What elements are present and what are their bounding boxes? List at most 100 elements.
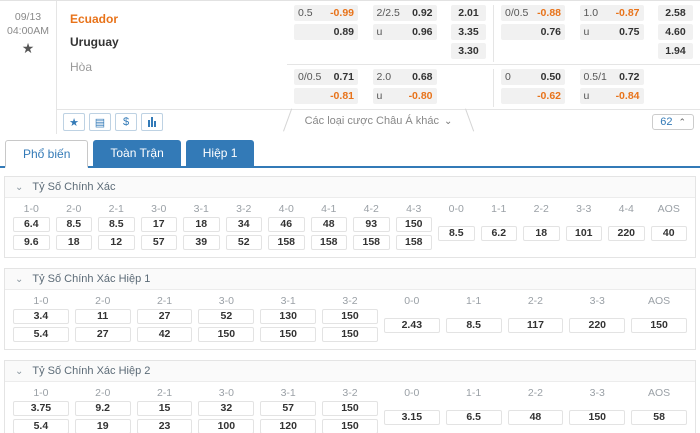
section-header[interactable]: ⌄ Tỷ Số Chính Xác: [5, 177, 695, 198]
score-column: 3-3 150: [569, 385, 626, 433]
score-odds-cell[interactable]: 101: [565, 226, 602, 241]
score-odds-cell[interactable]: 8.5: [55, 217, 92, 232]
score-odds-cell[interactable]: 11: [74, 309, 131, 324]
score-odds-cell[interactable]: 5.4: [13, 327, 69, 342]
favorite-star-icon[interactable]: ★: [21, 40, 35, 56]
score-odds-cell[interactable]: 150: [322, 419, 378, 433]
score-odds-cell[interactable]: 158: [353, 235, 390, 250]
score-odds-cell[interactable]: 19: [74, 419, 131, 433]
under-odds[interactable]: u 0.75: [579, 24, 644, 40]
score-odds-cell[interactable]: 150: [631, 318, 687, 333]
score-odds-cell[interactable]: 158: [310, 235, 347, 250]
score-odds-cell[interactable]: 9.2: [74, 401, 131, 416]
tab-first-half[interactable]: Hiệp 1: [185, 140, 255, 166]
over-odds[interactable]: 1.0 -0.87: [579, 5, 644, 21]
score-odds-cell[interactable]: 3.4: [13, 309, 69, 324]
under-odds[interactable]: u 0.96: [372, 24, 437, 40]
hdp-home-odds[interactable]: 0.5 -0.99: [294, 5, 358, 21]
ou-line: 2.0: [376, 71, 392, 83]
score-odds-cell[interactable]: 57: [140, 235, 177, 250]
hdp-away-odds[interactable]: -0.81: [294, 88, 358, 104]
markets-count-button[interactable]: 62 ⌃: [652, 114, 694, 130]
score-odds-cell[interactable]: 34: [225, 217, 262, 232]
score-odds-cell[interactable]: 3.75: [13, 401, 69, 416]
tab-popular[interactable]: Phổ biến: [5, 140, 89, 168]
score-odds-cell[interactable]: 48: [310, 217, 347, 232]
score-odds-cell[interactable]: 46: [268, 217, 305, 232]
score-odds-cell[interactable]: 32: [198, 401, 255, 416]
score-odds-cell[interactable]: 120: [260, 419, 317, 433]
stats-button[interactable]: [141, 113, 163, 131]
score-odds-cell[interactable]: 52: [198, 309, 255, 324]
x12-draw-odds[interactable]: 4.60: [658, 24, 693, 40]
score-odds-cell[interactable]: 42: [136, 327, 193, 342]
score-odds-cell[interactable]: 150: [569, 410, 626, 425]
score-odds-cell[interactable]: 48: [507, 410, 564, 425]
hdp-home-odds[interactable]: 0/0.5 -0.88: [501, 5, 565, 21]
score-odds-cell[interactable]: 15: [136, 401, 193, 416]
hdp-away-odds[interactable]: 0.89: [294, 24, 358, 40]
score-odds-cell[interactable]: 8.5: [445, 318, 502, 333]
score-odds-cell[interactable]: 52: [225, 235, 262, 250]
score-odds-cell[interactable]: 93: [353, 217, 390, 232]
score-odds-cell[interactable]: 150: [395, 217, 432, 232]
asian-markets-dropdown[interactable]: Các loại cược Châu Á khác ⌄: [279, 110, 479, 132]
hdp-away-odds[interactable]: 0.76: [501, 24, 565, 40]
section-header[interactable]: ⌄ Tỷ Số Chính Xác Hiệp 2: [5, 361, 695, 382]
money-button[interactable]: $: [115, 113, 137, 131]
favorite-button[interactable]: ★: [63, 113, 85, 131]
score-odds-cell[interactable]: 8.5: [98, 217, 135, 232]
score-odds-cell[interactable]: 150: [322, 401, 378, 416]
score-odds-cell[interactable]: 150: [260, 327, 317, 342]
score-odds-cell[interactable]: 130: [260, 309, 317, 324]
under-odds[interactable]: u -0.80: [372, 88, 437, 104]
x12-draw-odds[interactable]: 3.35: [451, 24, 486, 40]
section-header[interactable]: ⌄ Tỷ Số Chính Xác Hiệp 1: [5, 269, 695, 290]
score-odds-cell[interactable]: 18: [183, 217, 220, 232]
bet-slip-button[interactable]: ▤: [89, 113, 111, 131]
score-odds-cell[interactable]: 158: [268, 235, 305, 250]
score-odds-cell[interactable]: 5.4: [13, 419, 69, 433]
score-odds-cell[interactable]: 3.15: [383, 410, 440, 425]
score-odds-cell[interactable]: 117: [507, 318, 564, 333]
score-odds-cell[interactable]: 6.2: [480, 226, 517, 241]
under-odds[interactable]: u -0.84: [579, 88, 644, 104]
score-odds-cell[interactable]: 220: [608, 226, 645, 241]
over-odds[interactable]: 2/2.5 0.92: [372, 5, 437, 21]
x12-home-odds[interactable]: 2.58: [658, 5, 693, 21]
score-odds-cell[interactable]: 57: [260, 401, 317, 416]
score-odds-cell[interactable]: 40: [650, 226, 687, 241]
x12-away-odds[interactable]: 3.30: [451, 43, 486, 59]
over-odds[interactable]: 2.0 0.68: [372, 69, 437, 85]
score-odds-cell[interactable]: 23: [136, 419, 193, 433]
hdp-home-odds[interactable]: 0/0.5 0.71: [294, 69, 358, 85]
score-odds-cell[interactable]: 100: [198, 419, 255, 433]
score-label: 3-0: [151, 203, 167, 215]
score-odds-cell[interactable]: 6.5: [445, 410, 502, 425]
score-odds-cell[interactable]: 6.4: [13, 217, 50, 232]
hdp-home-odds[interactable]: 0 0.50: [501, 69, 565, 85]
score-odds-cell[interactable]: 18: [55, 235, 92, 250]
score-odds-cell[interactable]: 150: [322, 327, 378, 342]
score-odds-cell[interactable]: 17: [140, 217, 177, 232]
score-odds-cell[interactable]: 18: [523, 226, 560, 241]
score-odds-cell[interactable]: 2.43: [383, 318, 440, 333]
score-odds-cell[interactable]: 58: [631, 410, 687, 425]
tab-full-match[interactable]: Toàn Trận: [93, 140, 181, 166]
score-odds-cell[interactable]: 150: [198, 327, 255, 342]
x12-home-odds[interactable]: 2.01: [451, 5, 486, 21]
score-odds-cell[interactable]: 8.5: [438, 226, 475, 241]
score-odds-cell[interactable]: 150: [322, 309, 378, 324]
score-odds-cell[interactable]: 27: [136, 309, 193, 324]
score-odds-cell[interactable]: 27: [74, 327, 131, 342]
score-odds-cell[interactable]: 220: [569, 318, 626, 333]
section-title: Tỷ Số Chính Xác Hiệp 2: [32, 365, 151, 377]
score-odds-cell[interactable]: 9.6: [13, 235, 50, 250]
score-odds-cell[interactable]: 39: [183, 235, 220, 250]
score-odds-cell[interactable]: 12: [98, 235, 135, 250]
score-odds-cell[interactable]: 158: [395, 235, 432, 250]
score-column: 1-1 6.5: [445, 385, 502, 433]
over-odds[interactable]: 0.5/1 0.72: [579, 69, 644, 85]
x12-away-odds[interactable]: 1.94: [658, 43, 693, 59]
hdp-away-odds[interactable]: -0.62: [501, 88, 565, 104]
